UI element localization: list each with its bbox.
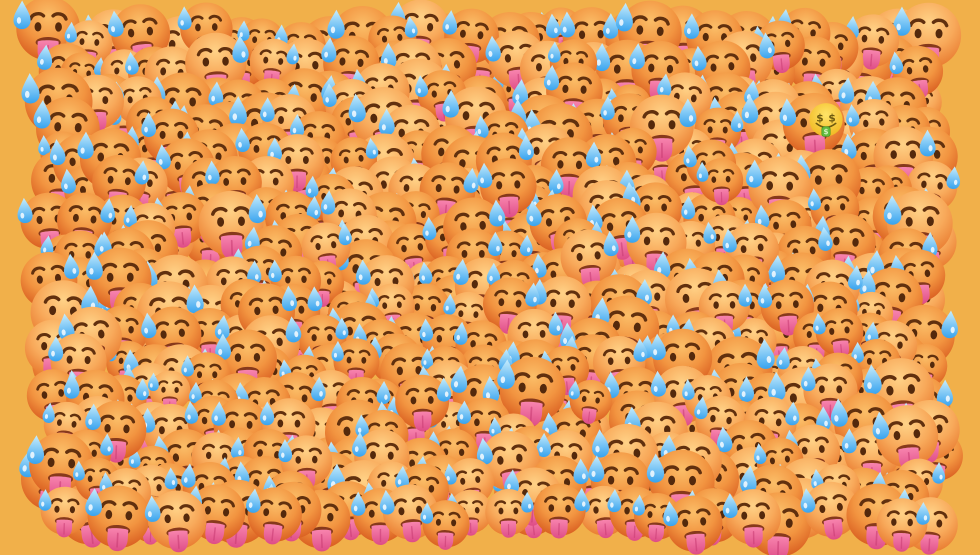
crowd-layer — [13, 0, 965, 555]
hidden-emoji-layer — [808, 102, 844, 138]
hidden-emoji-money-mouth-face[interactable] — [808, 102, 844, 138]
